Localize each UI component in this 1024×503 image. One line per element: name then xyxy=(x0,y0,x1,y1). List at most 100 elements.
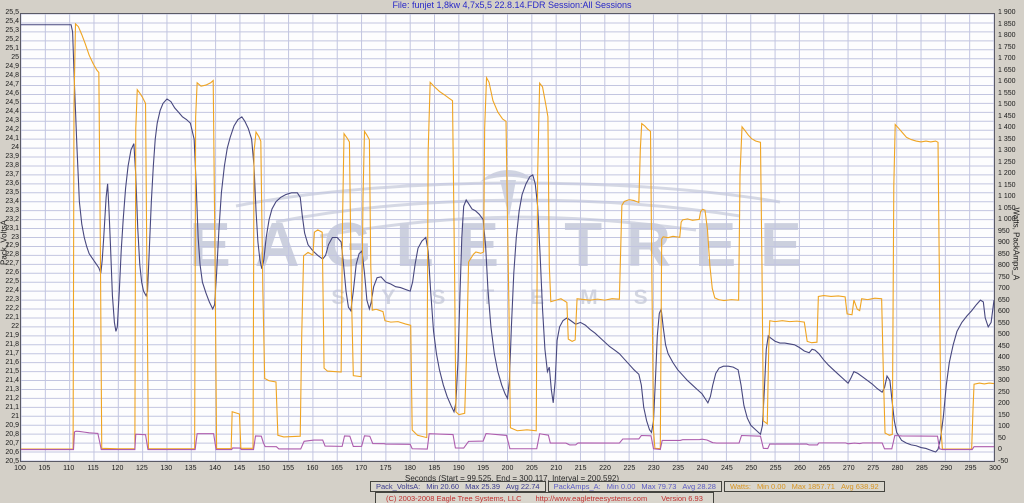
max-label: Max xyxy=(641,482,656,491)
x-tick-label: 140 xyxy=(209,465,221,472)
x-tick-label: 285 xyxy=(916,465,928,472)
y-left-tick-label: 24,9 xyxy=(5,62,19,70)
y-left-tick-label: 22,8 xyxy=(5,251,19,259)
y-right-tick-label: 1 700 xyxy=(998,55,1016,63)
y-left-tick-label: 23,2 xyxy=(5,215,19,223)
y-right-tick-label: 1 450 xyxy=(998,112,1016,120)
y-left-tick-label: 22,7 xyxy=(5,260,19,268)
y-right-tick-label: 1 350 xyxy=(998,135,1016,143)
y-left-tick-label: 21,7 xyxy=(5,350,19,358)
x-tick-label: 115 xyxy=(87,465,99,472)
stats-label: PackAmps_A: xyxy=(553,482,601,491)
y-right-tick-label: 750 xyxy=(998,273,1010,281)
y-right-tick-label: 1 500 xyxy=(998,101,1016,109)
avg-value: 638.92 xyxy=(855,482,879,491)
y-right-tick-label: 1 750 xyxy=(998,43,1016,51)
y-left-tick-label: 24,7 xyxy=(5,80,19,88)
x-tick-label: 135 xyxy=(184,465,197,472)
y-right-tick-label: 900 xyxy=(998,239,1010,247)
x-tick-label: 200 xyxy=(501,465,514,472)
y-left-tick-label: 24,8 xyxy=(5,71,19,79)
stats-pack-volts: Pack_VoltsA: Min 20.60 Max 25.39 Avg 22.74 xyxy=(370,481,546,492)
y-left-tick-label: 25,1 xyxy=(5,44,19,52)
copyright-bar: (C) 2003-2008 Eagle Tree Systems, LLC ht… xyxy=(375,492,714,503)
y-right-tick-label: 150 xyxy=(998,411,1010,419)
x-tick-label: 255 xyxy=(769,465,782,472)
y-right-tick-label: 550 xyxy=(998,319,1010,327)
y-left-tick-label: 20,8 xyxy=(5,431,19,439)
y-left-tick-label: 21,6 xyxy=(5,359,19,367)
y-left-tick-label: 23,3 xyxy=(5,206,19,214)
x-tick-label: 150 xyxy=(257,465,270,472)
series-Watts xyxy=(21,22,994,450)
x-tick-label: 180 xyxy=(404,465,416,472)
watermark-text-main: EAGLE TREE xyxy=(189,211,826,280)
y-left-tick-label: 22,4 xyxy=(5,287,19,295)
file-session-title: File: funjet 1,8kw 4,7x5,5 22.8.14.FDR S… xyxy=(392,0,632,10)
x-tick-label: 210 xyxy=(550,465,563,472)
y-right-tick-label: 1 850 xyxy=(998,20,1016,28)
stats-label: Pack_VoltsA: xyxy=(376,482,421,491)
min-label: Min xyxy=(756,482,770,491)
min-value: 0.00 xyxy=(620,482,636,491)
y-left-tick-label: 24,3 xyxy=(5,116,19,124)
y-right-tick-label: 850 xyxy=(998,250,1010,258)
series-PackAmps_A xyxy=(21,430,994,451)
y-left-tick-label: 22,3 xyxy=(5,296,19,304)
y-right-tick-label: 1 550 xyxy=(998,89,1016,97)
version-text: Version 6.93 xyxy=(661,494,703,503)
y-right-tick-label: 1 400 xyxy=(998,124,1016,132)
x-tick-label: 240 xyxy=(696,465,709,472)
max-value: 1857.71 xyxy=(807,482,835,491)
y-left-tick-label: 24,6 xyxy=(5,89,19,97)
y-left-tick-label: 23,7 xyxy=(5,170,19,178)
x-tick-label: 250 xyxy=(745,465,758,472)
x-tick-label: 130 xyxy=(160,465,173,472)
x-tick-label: 225 xyxy=(623,465,636,472)
y-right-tick-label: 1 050 xyxy=(998,204,1016,212)
y-right-tick-label: 1 650 xyxy=(998,66,1016,74)
y-left-tick-label: 22,2 xyxy=(5,305,19,313)
y-left-tick-label: 24,5 xyxy=(5,98,19,106)
y-right-tick-label: 1 300 xyxy=(998,147,1016,155)
y-right-tick-label: 1 800 xyxy=(998,32,1016,40)
x-tick-label: 235 xyxy=(672,465,684,472)
chart-title-bar: File: funjet 1,8kw 4,7x5,5 22.8.14.FDR S… xyxy=(0,0,1024,12)
x-tick-label: 280 xyxy=(891,465,904,472)
y-left-tick-label: 23,6 xyxy=(5,179,19,187)
x-tick-label: 265 xyxy=(818,465,831,472)
y-right-tick-label: 500 xyxy=(998,331,1010,339)
y-left-tick-label: 25,3 xyxy=(5,26,19,34)
y-left-tick-label: 20,7 xyxy=(5,440,19,448)
x-tick-label: 230 xyxy=(647,465,660,472)
x-tick-label: 300 xyxy=(989,465,1001,472)
max-value: 25.39 xyxy=(481,482,501,491)
chart-plot-area[interactable]: EAGLE TREE SYSTEMS xyxy=(20,13,995,462)
y-left-tick-label: 21,3 xyxy=(5,386,19,394)
x-tick-label: 110 xyxy=(63,465,75,472)
y-left-tick-label: 21,1 xyxy=(5,404,19,412)
x-tick-label: 290 xyxy=(940,465,953,472)
x-tick-label: 165 xyxy=(331,465,343,472)
y-left-tick-label: 20,5 xyxy=(5,458,19,465)
y-right-tick-label: -50 xyxy=(998,458,1009,465)
y-left-tick-label: 21,4 xyxy=(5,377,19,385)
stats-pack-amps: PackAmps_A: Min 0.00 Max 79.73 Avg 28.28 xyxy=(547,481,722,492)
stats-label: Watts: xyxy=(729,482,751,491)
chart-canvas[interactable] xyxy=(21,14,994,461)
max-label: Max xyxy=(791,482,806,491)
y-left-tick-label: 23,8 xyxy=(5,161,19,169)
y-right-tick-label: 1 900 xyxy=(998,9,1016,16)
y-left-tick-label: 21,5 xyxy=(5,368,19,376)
y-right-tick-label: 1 000 xyxy=(998,216,1016,224)
y-right-tick-label: 650 xyxy=(998,296,1010,304)
y-right-tick-label: 250 xyxy=(998,388,1010,396)
avg-label: Avg xyxy=(840,482,854,491)
avg-label: Avg xyxy=(506,482,519,491)
x-tick-label: 100 xyxy=(14,465,26,472)
x-tick-label: 215 xyxy=(574,465,587,472)
y-right-tick-label: 50 xyxy=(998,434,1006,442)
y-right-tick-label: 1 250 xyxy=(998,158,1016,166)
x-tick-label: 205 xyxy=(526,465,538,472)
x-tick-label: 190 xyxy=(452,465,465,472)
